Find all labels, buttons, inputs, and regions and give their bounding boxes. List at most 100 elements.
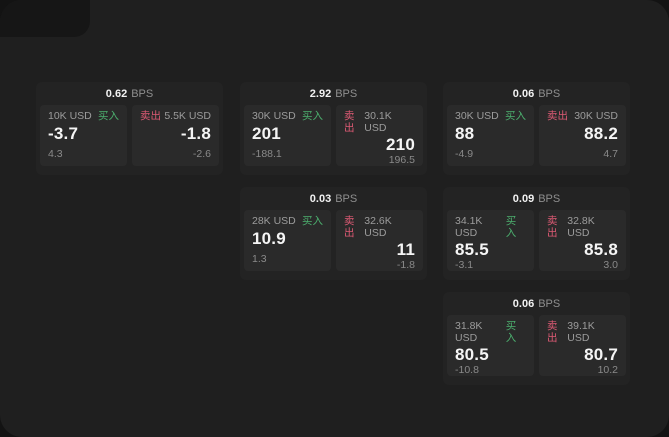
sell-panel[interactable]: 卖出 39.1K USD 80.7 10.2 <box>539 315 626 376</box>
quote-card: 0.03 BPS 28K USD 买入 10.9 1.3 卖出 32.6K USD 11 -1.8 <box>240 187 427 280</box>
buy-delta: -3.1 <box>455 258 474 271</box>
sell-panel[interactable]: 卖出 5.5K USD -1.8 -2.6 <box>132 105 219 166</box>
sell-delta: 10.2 <box>597 363 618 376</box>
sell-panel[interactable]: 卖出 32.6K USD 11 -1.8 <box>336 210 423 271</box>
sell-size: 30K USD <box>574 110 618 122</box>
quote-card: 2.92 BPS 30K USD 买入 201 -188.1 卖出 30.1K USD 210 1… <box>240 82 427 175</box>
bps-header: 0.06 BPS <box>443 82 630 105</box>
bps-header: 0.09 BPS <box>443 187 630 210</box>
buy-price: 80.5 <box>455 345 489 365</box>
sell-side-label: 卖出 <box>547 110 568 122</box>
buy-panel[interactable]: 10K USD 买入 -3.7 4.3 <box>40 105 127 166</box>
buy-price: 88 <box>455 123 475 143</box>
sell-side-label: 卖出 <box>344 110 355 134</box>
buy-sell-panels: 31.8K USD 买入 80.5 -10.8 卖出 39.1K USD 80.7 10.2 <box>443 315 630 376</box>
buy-top-row: 34.1K USD 买入 <box>455 215 526 239</box>
buy-size: 30K USD <box>252 110 296 122</box>
buy-side-label: 买入 <box>505 320 517 344</box>
sell-top-row: 卖出 30K USD <box>547 110 618 123</box>
buy-panel[interactable]: 31.8K USD 买入 80.5 -10.8 <box>447 315 534 376</box>
buy-price: 85.5 <box>455 240 489 260</box>
buy-panel[interactable]: 30K USD 买入 201 -188.1 <box>244 105 331 166</box>
quote-card: 0.06 BPS 30K USD 买入 88 -4.9 卖出 30K USD 88.2 4.7 <box>443 82 630 175</box>
bps-unit: BPS <box>538 192 561 205</box>
bps-value: 0.62 <box>105 87 128 100</box>
buy-sell-panels: 30K USD 买入 88 -4.9 卖出 30K USD 88.2 4.7 <box>443 105 630 166</box>
sell-size: 32.6K USD <box>364 215 392 239</box>
buy-side-label: 买入 <box>505 215 517 239</box>
buy-panel[interactable]: 34.1K USD 买入 85.5 -3.1 <box>447 210 534 271</box>
bps-value: 0.06 <box>512 87 535 100</box>
buy-price: 201 <box>252 123 281 143</box>
sell-price: 85.8 <box>584 240 618 260</box>
quote-card: 0.06 BPS 31.8K USD 买入 80.5 -10.8 卖出 39.1K USD 80… <box>443 292 630 385</box>
sell-top-row: 卖出 30.1K USD <box>344 110 415 134</box>
buy-size: 31.8K USD <box>455 320 483 344</box>
sell-delta: -2.6 <box>192 148 211 161</box>
buy-delta: 1.3 <box>252 253 267 266</box>
buy-side-label: 买入 <box>302 110 323 122</box>
sell-size: 5.5K USD <box>164 110 211 122</box>
buy-size: 34.1K USD <box>455 215 483 239</box>
sell-price: 88.2 <box>584 123 618 143</box>
corner-overlay-window <box>0 0 90 37</box>
sell-size: 39.1K USD <box>567 320 595 344</box>
buy-sell-panels: 30K USD 买入 201 -188.1 卖出 30.1K USD 210 196.5 <box>240 105 427 166</box>
buy-price: -3.7 <box>48 123 79 143</box>
sell-price: 80.7 <box>584 345 618 365</box>
bps-value: 0.03 <box>309 192 332 205</box>
buy-top-row: 10K USD 买入 <box>48 110 119 123</box>
buy-sell-panels: 34.1K USD 买入 85.5 -3.1 卖出 32.8K USD 85.8 3.0 <box>443 210 630 271</box>
bps-unit: BPS <box>538 297 561 310</box>
buy-size: 28K USD <box>252 215 296 227</box>
sell-price: 11 <box>396 240 415 260</box>
quote-card: 0.09 BPS 34.1K USD 买入 85.5 -3.1 卖出 32.8K USD 85.… <box>443 187 630 280</box>
sell-panel[interactable]: 卖出 30K USD 88.2 4.7 <box>539 105 626 166</box>
sell-panel[interactable]: 卖出 32.8K USD 85.8 3.0 <box>539 210 626 271</box>
buy-size: 30K USD <box>455 110 499 122</box>
sell-side-label: 卖出 <box>547 215 558 239</box>
bps-header: 0.06 BPS <box>443 292 630 315</box>
bps-header: 0.03 BPS <box>240 187 427 210</box>
sell-side-label: 卖出 <box>344 215 355 239</box>
sell-side-label: 卖出 <box>547 320 558 344</box>
quote-card: 0.62 BPS 10K USD 买入 -3.7 4.3 卖出 5.5K USD -1.8 -2.… <box>36 82 223 175</box>
sell-delta: 4.7 <box>603 148 618 161</box>
buy-delta: 4.3 <box>48 148 63 161</box>
bps-value: 2.92 <box>309 87 332 100</box>
sell-top-row: 卖出 39.1K USD <box>547 320 618 344</box>
sell-top-row: 卖出 32.8K USD <box>547 215 618 239</box>
sell-size: 32.8K USD <box>567 215 595 239</box>
buy-side-label: 买入 <box>98 110 119 122</box>
bps-unit: BPS <box>335 192 358 205</box>
buy-sell-panels: 28K USD 买入 10.9 1.3 卖出 32.6K USD 11 -1.8 <box>240 210 427 271</box>
sell-panel[interactable]: 卖出 30.1K USD 210 196.5 <box>336 105 423 166</box>
buy-top-row: 30K USD 买入 <box>252 110 323 123</box>
buy-sell-panels: 10K USD 买入 -3.7 4.3 卖出 5.5K USD -1.8 -2.6 <box>36 105 223 166</box>
sell-size: 30.1K USD <box>364 110 392 134</box>
buy-panel[interactable]: 30K USD 买入 88 -4.9 <box>447 105 534 166</box>
bps-unit: BPS <box>538 87 561 100</box>
buy-side-label: 买入 <box>505 110 526 122</box>
bps-value: 0.09 <box>512 192 535 205</box>
sell-delta: 196.5 <box>388 153 415 166</box>
buy-price: 10.9 <box>252 228 286 248</box>
buy-delta: -10.8 <box>455 363 479 376</box>
buy-top-row: 28K USD 买入 <box>252 215 323 228</box>
sell-top-row: 卖出 5.5K USD <box>140 110 211 123</box>
buy-top-row: 31.8K USD 买入 <box>455 320 526 344</box>
bps-header: 0.62 BPS <box>36 82 223 105</box>
buy-top-row: 30K USD 买入 <box>455 110 526 123</box>
bps-unit: BPS <box>335 87 358 100</box>
sell-price: 210 <box>386 135 415 155</box>
sell-price: -1.8 <box>180 123 211 143</box>
sell-delta: -1.8 <box>396 258 415 271</box>
bps-header: 2.92 BPS <box>240 82 427 105</box>
bps-value: 0.06 <box>512 297 535 310</box>
buy-side-label: 买入 <box>302 215 323 227</box>
sell-side-label: 卖出 <box>140 110 161 122</box>
buy-size: 10K USD <box>48 110 92 122</box>
buy-panel[interactable]: 28K USD 买入 10.9 1.3 <box>244 210 331 271</box>
sell-delta: 3.0 <box>603 258 618 271</box>
buy-delta: -4.9 <box>455 148 474 161</box>
